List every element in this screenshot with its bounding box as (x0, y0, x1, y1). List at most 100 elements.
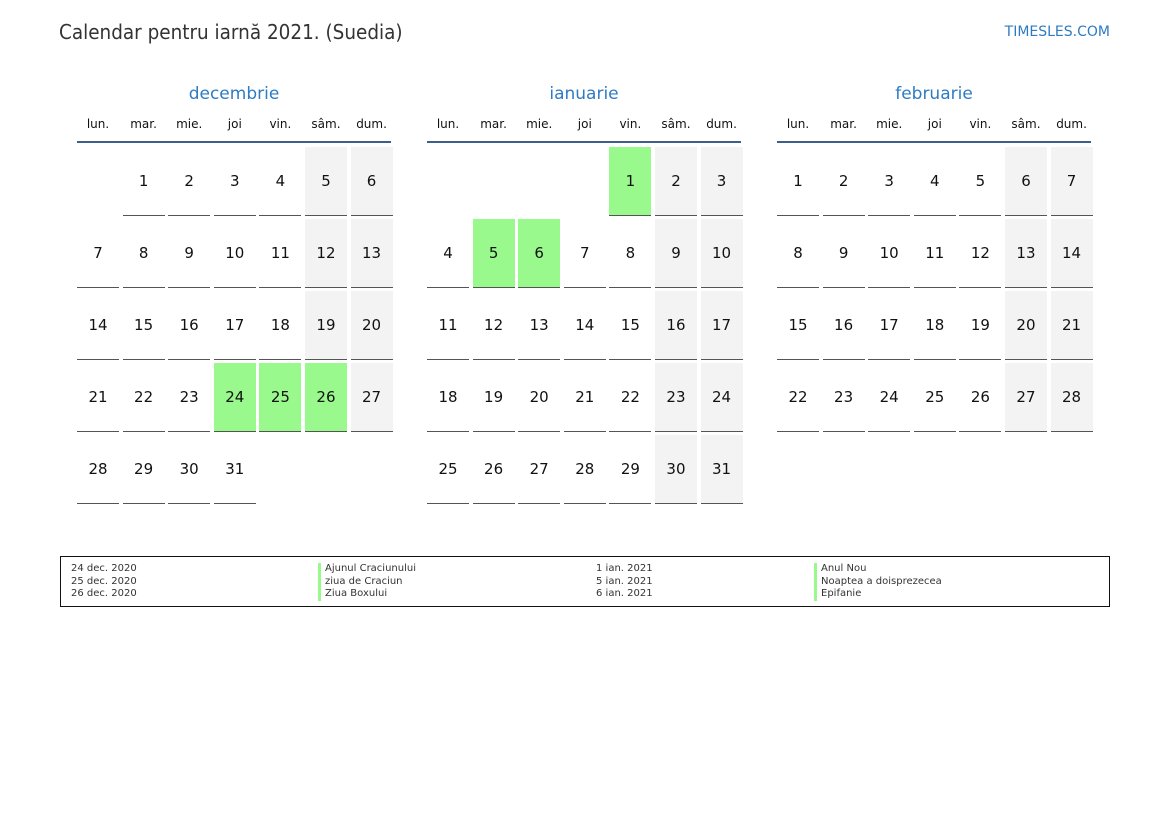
day-cell[interactable]: 25 (913, 363, 956, 432)
day-cell[interactable]: 8 (777, 219, 819, 288)
day-cell[interactable]: 16 (168, 291, 211, 360)
site-link[interactable]: TIMESLES.COM (1004, 24, 1110, 40)
day-cell[interactable]: 17 (700, 291, 743, 360)
legend-holiday: Ziua Boxului (318, 588, 416, 601)
day-cell[interactable]: 17 (868, 291, 911, 360)
day-cell[interactable]: 21 (563, 363, 606, 432)
day-cell[interactable]: 9 (822, 219, 865, 288)
day-cell[interactable]: 13 (350, 219, 393, 288)
day-cell[interactable]: 20 (350, 291, 393, 360)
day-cell[interactable]: 1 (122, 147, 165, 216)
day-cell[interactable]: 20 (1004, 291, 1047, 360)
day-cell[interactable]: 11 (259, 219, 302, 288)
day-cell[interactable]: 9 (654, 219, 697, 288)
day-cell[interactable]: 18 (259, 291, 302, 360)
weekday-label: dum. (706, 117, 737, 131)
day-cell[interactable]: 25 (259, 363, 302, 432)
day-cell[interactable]: 7 (77, 219, 119, 288)
day-cell[interactable]: 11 (913, 219, 956, 288)
day-cell[interactable]: 13 (518, 291, 561, 360)
day-cell[interactable]: 2 (168, 147, 211, 216)
day-cell[interactable]: 4 (427, 219, 469, 288)
day-cell[interactable]: 26 (472, 435, 515, 504)
day-cell[interactable]: 10 (213, 219, 256, 288)
day-cell[interactable]: 3 (700, 147, 743, 216)
day-cell[interactable]: 3 (213, 147, 256, 216)
day-cell[interactable]: 15 (122, 291, 165, 360)
day-cell[interactable]: 16 (822, 291, 865, 360)
day-cell[interactable]: 27 (350, 363, 393, 432)
day-cell[interactable]: 28 (77, 435, 119, 504)
month-title: februarie (895, 84, 973, 104)
legend-holiday: Anul Nou (814, 563, 942, 576)
day-cell[interactable]: 26 (304, 363, 347, 432)
day-cell[interactable]: 23 (654, 363, 697, 432)
weekday-label: mar. (830, 117, 857, 131)
day-cell[interactable]: 28 (1050, 363, 1093, 432)
day-cell[interactable]: 25 (427, 435, 469, 504)
day-cell[interactable]: 28 (563, 435, 606, 504)
day-cell[interactable]: 15 (777, 291, 819, 360)
day-cell[interactable]: 1 (609, 147, 652, 216)
day-cell[interactable]: 23 (822, 363, 865, 432)
day-cell[interactable]: 10 (868, 219, 911, 288)
empty-cell (564, 147, 606, 215)
day-cell[interactable]: 2 (654, 147, 697, 216)
day-cell[interactable]: 14 (1050, 219, 1093, 288)
day-cell[interactable]: 27 (1004, 363, 1047, 432)
day-cell[interactable]: 11 (427, 291, 469, 360)
day-cell[interactable]: 14 (563, 291, 606, 360)
day-cell[interactable]: 22 (777, 363, 819, 432)
day-cell[interactable]: 15 (609, 291, 652, 360)
day-cell[interactable]: 9 (168, 219, 211, 288)
day-cell[interactable]: 29 (609, 435, 652, 504)
day-cell[interactable]: 12 (304, 219, 347, 288)
day-cell[interactable]: 5 (304, 147, 347, 216)
day-cell[interactable]: 3 (868, 147, 911, 216)
day-cell[interactable]: 4 (259, 147, 302, 216)
day-cell[interactable]: 21 (1050, 291, 1093, 360)
day-cell[interactable]: 13 (1004, 219, 1047, 288)
day-cell[interactable]: 18 (427, 363, 469, 432)
day-cell[interactable]: 26 (959, 363, 1002, 432)
day-cell[interactable]: 4 (913, 147, 956, 216)
day-cell[interactable]: 1 (777, 147, 819, 216)
day-cell[interactable]: 17 (213, 291, 256, 360)
day-cell[interactable]: 24 (700, 363, 743, 432)
day-cell[interactable]: 29 (122, 435, 165, 504)
day-cell[interactable]: 19 (472, 363, 515, 432)
day-cell[interactable]: 16 (654, 291, 697, 360)
day-cell[interactable]: 8 (609, 219, 652, 288)
weekday-label: dum. (356, 117, 387, 131)
day-cell[interactable]: 24 (213, 363, 256, 432)
day-cell[interactable]: 18 (913, 291, 956, 360)
day-cell[interactable]: 12 (472, 291, 515, 360)
day-cell[interactable]: 8 (122, 219, 165, 288)
day-cell[interactable]: 30 (168, 435, 211, 504)
day-cell[interactable]: 5 (472, 219, 515, 288)
day-cell[interactable]: 30 (654, 435, 697, 504)
day-cell[interactable]: 6 (518, 219, 561, 288)
day-cell[interactable]: 21 (77, 363, 119, 432)
day-cell[interactable]: 6 (350, 147, 393, 216)
day-cell[interactable]: 24 (868, 363, 911, 432)
day-cell[interactable]: 14 (77, 291, 119, 360)
day-cell[interactable]: 19 (304, 291, 347, 360)
day-cell[interactable]: 22 (609, 363, 652, 432)
day-cell[interactable]: 2 (822, 147, 865, 216)
day-cell[interactable]: 7 (1050, 147, 1093, 216)
day-cell[interactable]: 27 (518, 435, 561, 504)
day-cell[interactable]: 22 (122, 363, 165, 432)
legend-holiday: Epifanie (814, 588, 942, 601)
day-cell[interactable]: 20 (518, 363, 561, 432)
month-decembrie: decembrie lun. mar. mie. joi vin. sâm. dum. 1 2 3 4… (77, 84, 393, 504)
day-cell[interactable]: 6 (1004, 147, 1047, 216)
day-cell[interactable]: 31 (213, 435, 256, 504)
day-cell[interactable]: 19 (959, 291, 1002, 360)
day-cell[interactable]: 23 (168, 363, 211, 432)
day-cell[interactable]: 7 (563, 219, 606, 288)
day-cell[interactable]: 12 (959, 219, 1002, 288)
day-cell[interactable]: 5 (959, 147, 1002, 216)
day-cell[interactable]: 10 (700, 219, 743, 288)
day-cell[interactable]: 31 (700, 435, 743, 504)
